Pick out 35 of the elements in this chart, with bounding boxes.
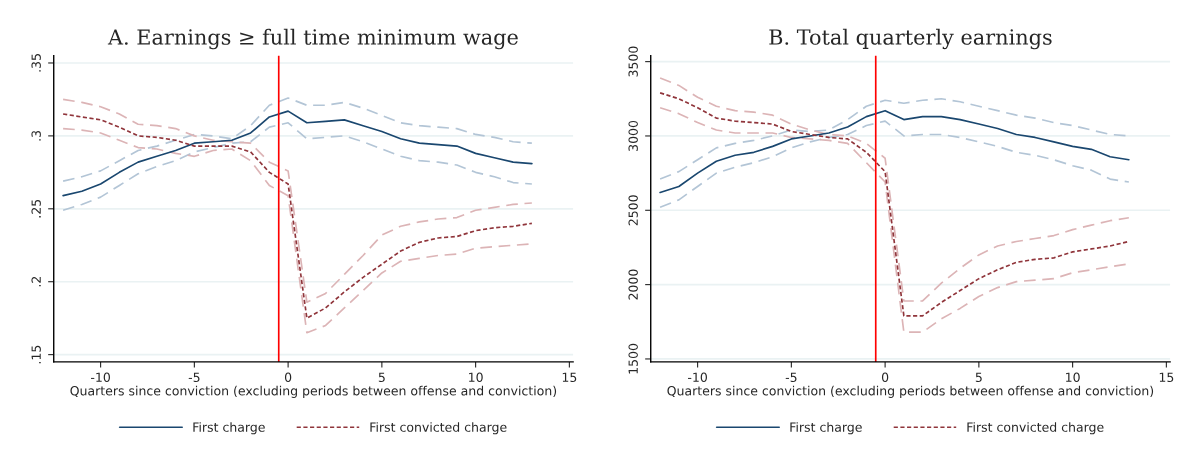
y-tick-label: 2000 <box>628 269 638 300</box>
x-tick-label: 10 <box>1066 372 1080 383</box>
y-tick-label: 2500 <box>628 195 638 226</box>
line-series <box>62 110 533 197</box>
legend-label: First convicted charge <box>370 422 507 435</box>
x-tick-label: -10 <box>91 372 110 383</box>
x-tick-label: -5 <box>188 372 200 383</box>
x-axis-title: Quarters since conviction (excluding periods between offense and conviction) <box>70 385 557 398</box>
line-series <box>659 109 1130 194</box>
legend-label: First convicted charge <box>967 422 1104 435</box>
x-tick-label: 5 <box>378 372 385 383</box>
line-series <box>62 121 533 212</box>
y-tick-label: .15 <box>31 345 41 364</box>
x-tick-label: 0 <box>881 372 889 383</box>
y-tick-label: 3000 <box>628 120 638 151</box>
legend-label: First charge <box>193 422 265 435</box>
line-series <box>659 120 1130 209</box>
y-tick-label: .3 <box>31 130 41 141</box>
x-tick-label: 5 <box>975 372 982 383</box>
x-tick-label: 0 <box>284 372 292 383</box>
legend-label: First charge <box>790 422 862 435</box>
chart-title: A. Earnings ≥ full time minimum wage <box>107 28 518 50</box>
y-tick-label: .35 <box>31 54 41 72</box>
x-axis-title: Quarters since conviction (excluding periods between offense and conviction) <box>667 385 1154 398</box>
y-tick-label: .25 <box>31 199 41 218</box>
y-tick-label: 3500 <box>628 46 638 77</box>
x-tick-label: 15 <box>1159 372 1174 383</box>
y-tick-label: .2 <box>31 277 41 287</box>
x-tick-label: 15 <box>562 372 577 383</box>
line-series <box>62 97 533 182</box>
x-tick-label: -5 <box>785 372 797 383</box>
y-tick-label: 1500 <box>628 343 638 374</box>
chart-title: B. Total quarterly earnings <box>769 28 1052 50</box>
x-tick-label: -10 <box>688 372 707 383</box>
x-tick-label: 10 <box>469 372 483 383</box>
